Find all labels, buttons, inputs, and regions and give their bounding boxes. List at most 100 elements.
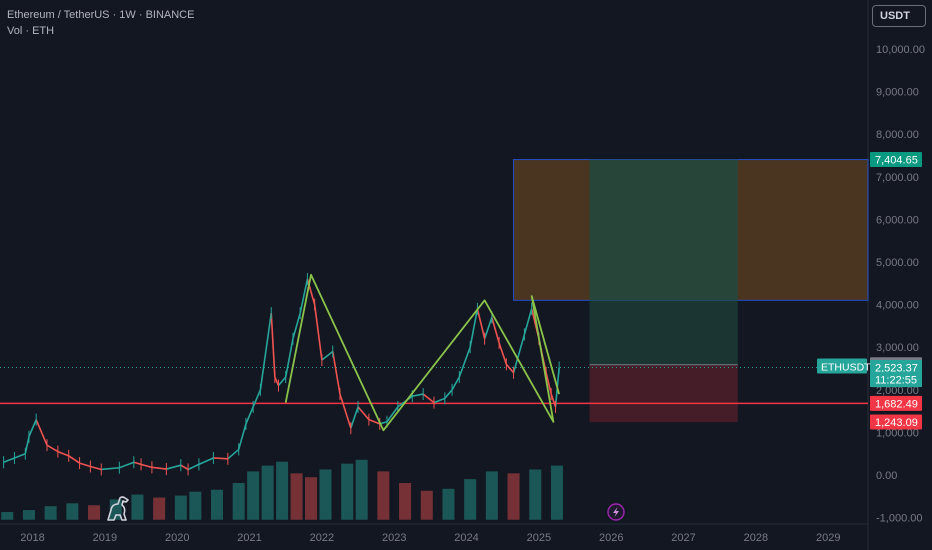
- price-segment: [550, 393, 557, 408]
- y-tick-label: 4,000.00: [876, 300, 919, 312]
- x-tick-label: 2023: [382, 532, 406, 544]
- volume-legend[interactable]: Vol · ETH: [7, 25, 55, 37]
- price-segment: [339, 393, 352, 429]
- volume-bar: [507, 473, 520, 520]
- price-segment: [227, 448, 240, 460]
- volume-bar: [247, 471, 260, 520]
- price-segment: [259, 313, 273, 390]
- position-zones[interactable]: [513, 159, 869, 423]
- volume-bar: [22, 510, 35, 520]
- x-tick-label: 2024: [454, 532, 478, 544]
- price-segment: [245, 406, 254, 425]
- volume-bar: [232, 483, 245, 520]
- price-label-box: [870, 395, 922, 411]
- price-labels: 7,404.652,588.222,523.3711:22:551,682.49…: [817, 152, 922, 430]
- price-segment: [422, 393, 435, 404]
- price-label-box: [870, 414, 922, 430]
- price-label-box: [870, 372, 922, 388]
- price-segment: [292, 312, 301, 339]
- volume-bar: [131, 494, 144, 520]
- price-segment: [151, 466, 167, 470]
- y-tick-label: 1,000.00: [876, 427, 919, 439]
- volume-bar: [341, 463, 354, 520]
- symbol-tag: ETHUSDT: [821, 362, 871, 374]
- price-segment: [101, 466, 120, 471]
- price-segment: [237, 423, 247, 450]
- pattern-line: [284, 273, 560, 432]
- price-segment: [433, 397, 446, 404]
- volume-bar: [1, 512, 14, 520]
- price-segment: [140, 463, 153, 469]
- price-segment: [458, 346, 471, 378]
- volume-bar: [305, 477, 318, 520]
- price-segment: [28, 419, 37, 437]
- price-segment: [483, 317, 493, 339]
- volume-bar: [189, 491, 202, 520]
- y-tick-label: 2,000.00: [876, 385, 919, 397]
- price-segment: [498, 342, 508, 365]
- currency-button[interactable]: USDT: [872, 5, 926, 27]
- price-series: [3, 273, 560, 476]
- volume-bar: [529, 469, 542, 520]
- volume-bar: [442, 488, 455, 520]
- price-segment: [166, 464, 182, 470]
- price-segment: [198, 457, 214, 466]
- volume-bar: [377, 471, 390, 520]
- price-segment: [357, 406, 370, 421]
- price-segment: [321, 350, 334, 361]
- price-segment: [523, 308, 533, 335]
- y-tick-label: 6,000.00: [876, 214, 919, 226]
- volume-bar: [261, 465, 274, 520]
- price-segment: [90, 465, 102, 471]
- volume-bar: [211, 489, 223, 520]
- price-segment: [46, 444, 59, 453]
- x-tick-label: 2021: [237, 532, 261, 544]
- price-segment: [274, 376, 280, 386]
- price-segment: [79, 462, 91, 468]
- price-segment: [133, 461, 142, 466]
- price-segment: [331, 351, 341, 395]
- price-segment: [119, 461, 135, 469]
- volume-bar: [174, 495, 187, 520]
- price-segment: [35, 419, 48, 446]
- price-axis[interactable]: -1,000.00 0.00 1,000.00 2,000.00 3,000.00 4,0…: [876, 44, 925, 525]
- price-segment: [476, 308, 486, 339]
- price-segment: [491, 317, 500, 344]
- symbol-title[interactable]: Ethereum / TetherUS · 1W · BINANCE: [7, 9, 195, 21]
- pattern-drawing[interactable]: [284, 273, 560, 432]
- x-tick-label: 2025: [527, 532, 551, 544]
- volume-bar: [485, 471, 498, 520]
- y-tick-label: -1,000.00: [876, 513, 922, 525]
- price-segment: [545, 372, 552, 395]
- x-tick-label: 2029: [816, 532, 840, 544]
- volume-bar: [399, 483, 412, 520]
- price-segment: [187, 463, 200, 471]
- price-label: 2,523.37: [875, 363, 918, 375]
- volume-bar: [319, 469, 332, 520]
- volume-bar: [355, 459, 368, 520]
- price-segment: [24, 436, 30, 454]
- time-axis[interactable]: 2018 2019 2020 2021 2022 2023 2024 2025 2026 2027…: [20, 532, 840, 544]
- lightning-icon[interactable]: [607, 503, 625, 521]
- price-label-box: [870, 360, 922, 376]
- loss-zone: [589, 364, 738, 423]
- volume-bar: [44, 506, 57, 520]
- x-tick-label: 2022: [310, 532, 334, 544]
- x-tick-label: 2028: [744, 532, 768, 544]
- price-segment: [57, 450, 70, 457]
- logo-icon: [107, 496, 129, 521]
- profit-zone-upper: [589, 159, 738, 301]
- price-segment: [469, 308, 479, 348]
- price-segment: [299, 278, 309, 314]
- x-tick-label: 2027: [671, 532, 695, 544]
- volume-bar: [276, 461, 289, 520]
- price-segment: [505, 363, 515, 374]
- price-label: 11:22:55: [875, 375, 917, 387]
- price-segment: [368, 418, 381, 425]
- symbol-tag-box: [817, 358, 867, 374]
- price-segment: [386, 406, 399, 423]
- price-segment: [313, 304, 323, 361]
- y-tick-label: 9,000.00: [876, 87, 919, 99]
- y-tick-label: 3,000.00: [876, 342, 919, 354]
